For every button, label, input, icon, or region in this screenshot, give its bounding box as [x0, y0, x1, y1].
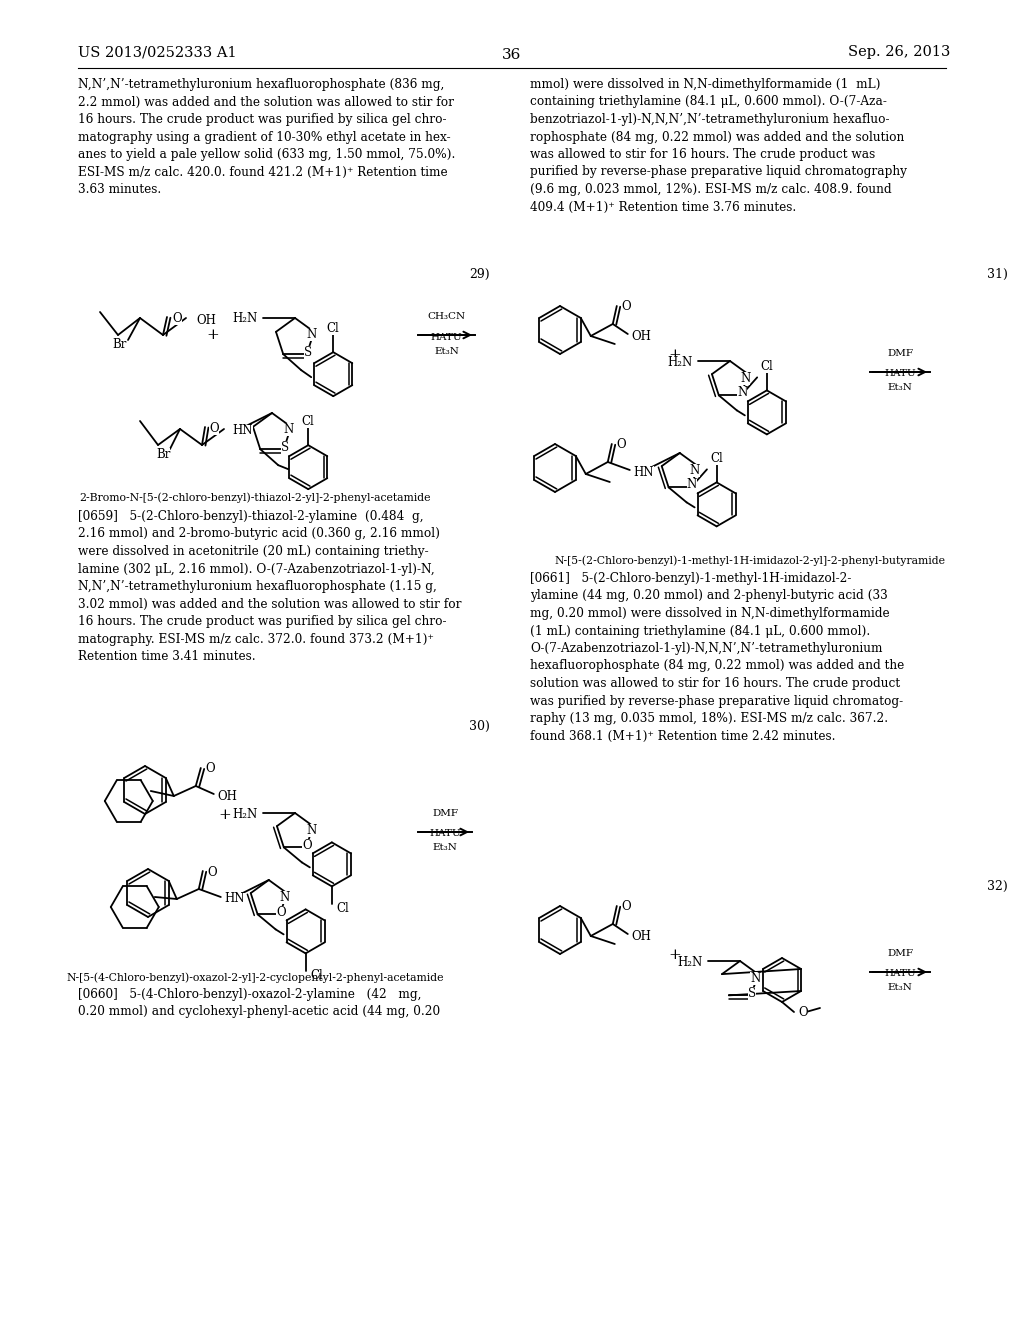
Text: Et₃N: Et₃N	[888, 983, 912, 993]
Text: S: S	[304, 346, 312, 359]
Text: N: N	[740, 372, 751, 384]
Text: H₂N: H₂N	[232, 313, 258, 326]
Text: N-[5-(2-Chloro-benzyl)-1-methyl-1H-imidazol-2-yl]-2-phenyl-butyramide: N-[5-(2-Chloro-benzyl)-1-methyl-1H-imida…	[555, 554, 945, 565]
Text: Cl: Cl	[327, 322, 340, 335]
Text: OH: OH	[196, 314, 216, 326]
Text: OH: OH	[632, 929, 651, 942]
Text: HATU: HATU	[431, 333, 462, 342]
Text: 36: 36	[503, 48, 521, 62]
Text: DMF: DMF	[887, 949, 913, 958]
Text: N-[5-(4-Chloro-benzyl)-oxazol-2-yl]-2-cyclopentyl-2-phenyl-acetamide: N-[5-(4-Chloro-benzyl)-oxazol-2-yl]-2-cy…	[67, 972, 443, 982]
Text: Cl: Cl	[711, 451, 723, 465]
Text: OH: OH	[632, 330, 651, 342]
Text: H₂N: H₂N	[678, 956, 703, 969]
Text: [0659]   5-(2-Chloro-benzyl)-thiazol-2-ylamine  (0.484  g,
2.16 mmol) and 2-brom: [0659] 5-(2-Chloro-benzyl)-thiazol-2-yla…	[78, 510, 462, 663]
Text: 2-Bromo-N-[5-(2-chloro-benzyl)-thiazol-2-yl]-2-phenyl-acetamide: 2-Bromo-N-[5-(2-chloro-benzyl)-thiazol-2…	[79, 492, 431, 503]
Text: O: O	[621, 301, 631, 314]
Text: N: N	[306, 824, 316, 837]
Text: HN: HN	[634, 466, 654, 479]
Text: N: N	[284, 424, 294, 437]
Text: Cl: Cl	[761, 360, 773, 372]
Text: N: N	[307, 329, 317, 342]
Text: O: O	[302, 840, 312, 851]
Text: N: N	[280, 891, 290, 904]
Text: O: O	[205, 763, 215, 776]
Text: O: O	[276, 906, 286, 919]
Text: Sep. 26, 2013: Sep. 26, 2013	[848, 45, 950, 59]
Text: S: S	[749, 987, 757, 999]
Text: Cl: Cl	[337, 902, 349, 915]
Text: +: +	[207, 327, 219, 342]
Text: 31): 31)	[987, 268, 1008, 281]
Text: Cl: Cl	[310, 969, 324, 982]
Text: HATU: HATU	[884, 370, 915, 379]
Text: 29): 29)	[469, 268, 490, 281]
Text: HATU: HATU	[884, 969, 915, 978]
Text: N: N	[687, 478, 697, 491]
Text: O: O	[207, 866, 217, 879]
Text: Et₃N: Et₃N	[434, 346, 459, 355]
Text: Et₃N: Et₃N	[432, 843, 458, 853]
Text: H₂N: H₂N	[668, 355, 693, 368]
Text: DMF: DMF	[887, 348, 913, 358]
Text: CH₃CN: CH₃CN	[427, 312, 466, 321]
Text: O: O	[209, 421, 219, 434]
Text: mmol) were dissolved in N,N-dimethylformamide (1  mL)
containing triethylamine (: mmol) were dissolved in N,N-dimethylform…	[530, 78, 907, 214]
Text: HN: HN	[225, 892, 246, 906]
Text: HATU: HATU	[429, 829, 461, 838]
Text: Et₃N: Et₃N	[888, 384, 912, 392]
Text: [0661]   5-(2-Chloro-benzyl)-1-methyl-1H-imidazol-2-
ylamine (44 mg, 0.20 mmol) : [0661] 5-(2-Chloro-benzyl)-1-methyl-1H-i…	[530, 572, 904, 742]
Text: O: O	[621, 900, 631, 913]
Text: [0660]   5-(4-Chloro-benzyl)-oxazol-2-ylamine   (42   mg,
0.20 mmol) and cyclohe: [0660] 5-(4-Chloro-benzyl)-oxazol-2-ylam…	[78, 987, 440, 1019]
Text: N: N	[750, 972, 760, 985]
Text: O: O	[616, 438, 626, 451]
Text: Br: Br	[112, 338, 126, 351]
Text: O: O	[172, 312, 182, 325]
Text: O: O	[798, 1006, 808, 1019]
Text: S: S	[281, 441, 289, 454]
Text: 30): 30)	[469, 719, 490, 733]
Text: N,N’,N’-tetramethyluronium hexafluorophosphate (836 mg,
2.2 mmol) was added and : N,N’,N’-tetramethyluronium hexafluoropho…	[78, 78, 456, 195]
Text: OH: OH	[218, 789, 238, 803]
Text: H₂N: H₂N	[232, 808, 258, 821]
Text: N: N	[690, 463, 700, 477]
Text: Cl: Cl	[302, 414, 314, 428]
Text: N: N	[737, 385, 748, 399]
Text: +: +	[219, 808, 231, 822]
Text: HN: HN	[232, 425, 253, 437]
Text: +: +	[669, 948, 681, 962]
Text: DMF: DMF	[432, 809, 458, 818]
Text: 32): 32)	[987, 880, 1008, 894]
Text: Br: Br	[156, 447, 170, 461]
Text: US 2013/0252333 A1: US 2013/0252333 A1	[78, 45, 237, 59]
Text: +: +	[669, 348, 681, 362]
